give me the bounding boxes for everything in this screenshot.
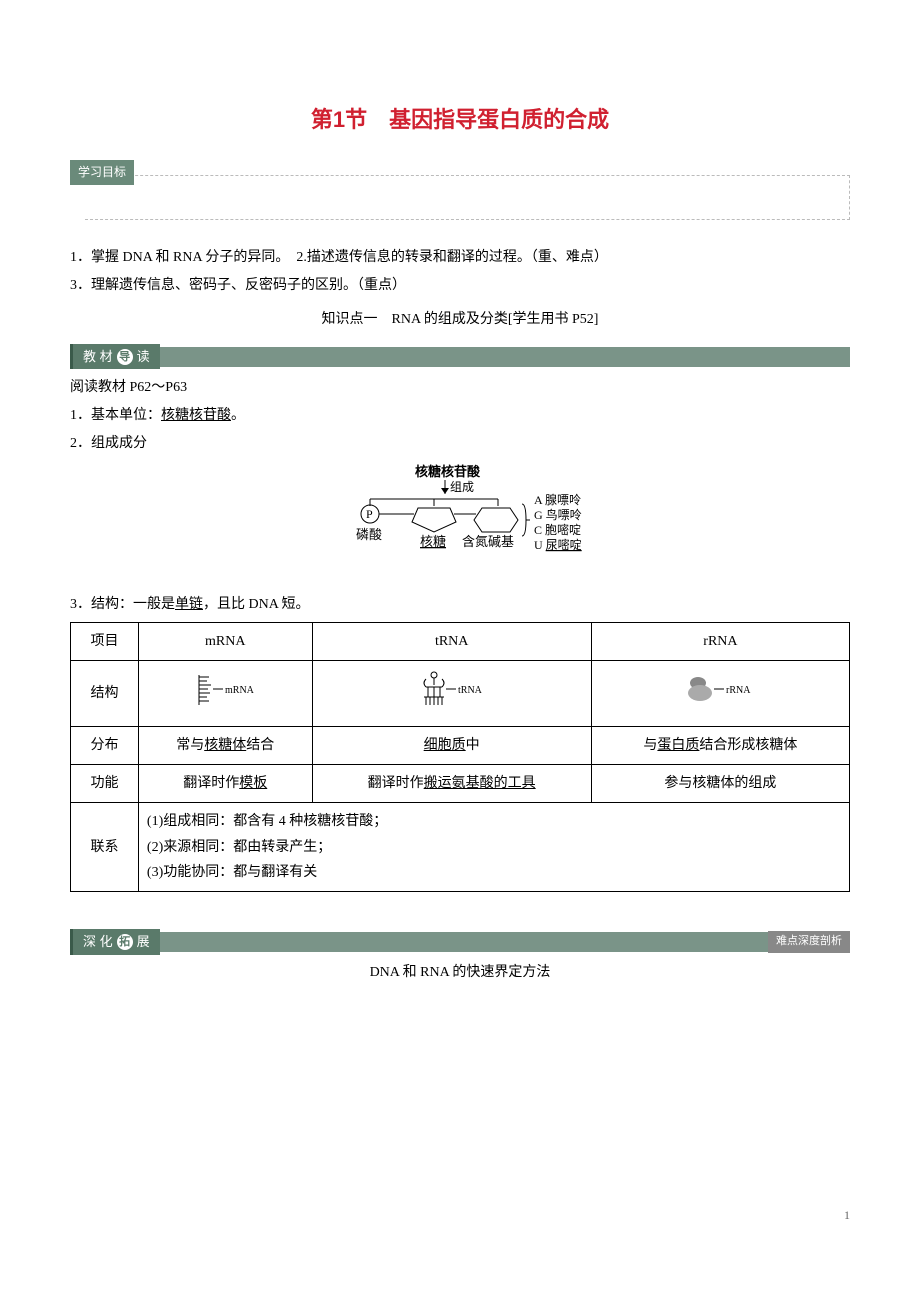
base-u: U 尿嘧啶 [534, 538, 582, 552]
rrna-dist: 与蛋白质结合形成核糖体 [591, 727, 849, 765]
phosphate-label: 磷酸 [356, 527, 382, 542]
expand-icon: 拓 [117, 934, 133, 950]
link-2: (2)来源相同：都由转录产生； [147, 835, 841, 860]
table-row-distribution: 分布 常与核糖体结合 细胞质中 与蛋白质结合形成核糖体 [71, 727, 850, 765]
deepen-banner: 深 化 拓 展 难点深度剖析 [70, 932, 850, 952]
struct-u: 单链 [175, 597, 203, 612]
trna-dist: 细胞质中 [312, 727, 591, 765]
th-trna: tRNA [312, 622, 591, 660]
learning-goal-tag: 学习目标 [70, 160, 134, 186]
components-heading: 2．组成成分 [70, 431, 850, 456]
trna-shape-cell: tRNA [312, 660, 591, 726]
link-1: (1)组成相同：都含有 4 种核糖核苷酸； [147, 809, 841, 834]
banner2-inner: 深 化 拓 展 [70, 929, 160, 954]
mrna-dist: 常与核糖体结合 [138, 727, 312, 765]
dashed-container [85, 175, 850, 220]
table-row-structure: 结构 mRNA [71, 660, 850, 726]
structure-line: 3．结构：一般是单链，且比 DNA 短。 [70, 592, 850, 617]
link-3: (3)功能协同：都与翻译有关 [147, 860, 841, 885]
rna-comparison-table: 项目 mRNA tRNA rRNA 结构 mRNA [70, 622, 850, 892]
guide-icon: 导 [117, 349, 133, 365]
struct-tail: ，且比 DNA 短。 [203, 597, 310, 612]
th-mrna: mRNA [138, 622, 312, 660]
base-c: C 胞嘧啶 [534, 523, 581, 537]
table-row-function: 功能 翻译时作模板 翻译时作搬运氨基酸的工具 参与核糖体的组成 [71, 765, 850, 803]
base-g: G 鸟嘌呤 [534, 507, 582, 522]
banner-post: 读 [137, 345, 150, 368]
banner-pre: 教 材 [83, 345, 113, 368]
objective-1: 1．掌握 DNA 和 RNA 分子的异同。 2.描述遗传信息的转录和翻译的过程。… [70, 245, 850, 270]
mrna-shape-label: mRNA [225, 685, 255, 696]
nucleotide-diagram: 核糖核苷酸 组成 P 磷酸 核糖 含氮碱基 A 腺嘌呤 G 鸟嘌呤 C 胞嘧啶 … [70, 464, 850, 583]
read-ref: 阅读教材 P62～P63 [70, 375, 850, 400]
dna-rna-method: DNA 和 RNA 的快速界定方法 [70, 960, 850, 985]
diagram-top: 核糖核苷酸 [415, 464, 481, 479]
mrna-func: 翻译时作模板 [138, 765, 312, 803]
th-item: 项目 [71, 622, 139, 660]
knowledge-point-heading: 知识点一 RNA 的组成及分类[学生用书 P52] [70, 307, 850, 332]
rrna-shape-cell: rRNA [591, 660, 849, 726]
row-link-label: 联系 [71, 803, 139, 892]
row-func-label: 功能 [71, 765, 139, 803]
p-label: P [366, 507, 373, 521]
nbase-label: 含氮碱基 [462, 534, 514, 549]
trna-shape-label: tRNA [458, 685, 483, 696]
table-row-link: 联系 (1)组成相同：都含有 4 种核糖核苷酸； (2)来源相同：都由转录产生；… [71, 803, 850, 892]
basic-unit-label: 1．基本单位： [70, 408, 161, 423]
banner2-post: 展 [137, 930, 150, 953]
page-title: 第1节 基因指导蛋白质的合成 [70, 100, 850, 140]
banner2-sub: 难点深度剖析 [768, 931, 850, 953]
link-cell: (1)组成相同：都含有 4 种核糖核苷酸； (2)来源相同：都由转录产生； (3… [138, 803, 849, 892]
diagram-compose: 组成 [450, 480, 474, 494]
basic-unit-tail: 。 [231, 408, 245, 423]
banner-inner: 教 材 导 读 [70, 344, 160, 369]
learning-goal-box: 学习目标 [70, 160, 850, 221]
basic-unit-value: 核糖核苷酸 [161, 408, 231, 423]
row-struct-label: 结构 [71, 660, 139, 726]
table-header-row: 项目 mRNA tRNA rRNA [71, 622, 850, 660]
page-number: 1 [70, 1205, 850, 1227]
objective-2: 3．理解遗传信息、密码子、反密码子的区别。（重点） [70, 273, 850, 298]
struct-pre: 3．结构：一般是 [70, 597, 175, 612]
sugar-label: 核糖 [420, 534, 446, 549]
trna-func: 翻译时作搬运氨基酸的工具 [312, 765, 591, 803]
rrna-func: 参与核糖体的组成 [591, 765, 849, 803]
material-reading-banner: 教 材 导 读 [70, 347, 850, 367]
banner2-pre: 深 化 [83, 930, 113, 953]
th-rrna: rRNA [591, 622, 849, 660]
base-a: A 腺嘌呤 [534, 492, 581, 507]
mrna-shape-cell: mRNA [138, 660, 312, 726]
row-dist-label: 分布 [71, 727, 139, 765]
rrna-shape-label: rRNA [726, 685, 751, 696]
basic-unit: 1．基本单位：核糖核苷酸。 [70, 403, 850, 428]
